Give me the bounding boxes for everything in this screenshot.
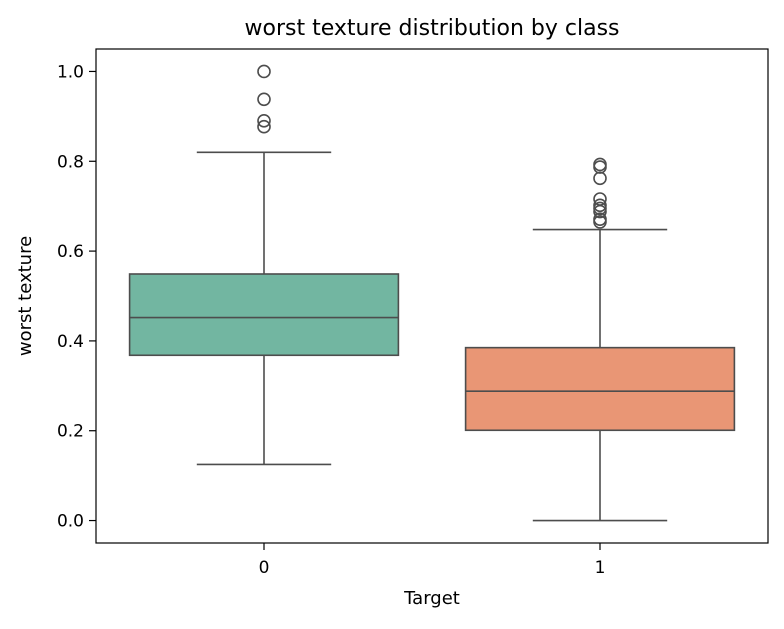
box-group-1 bbox=[464, 157, 736, 522]
outlier-point bbox=[593, 171, 607, 186]
y-axis-label: worst texture bbox=[15, 236, 36, 356]
x-tick-label: 1 bbox=[595, 558, 606, 578]
iqr-box bbox=[128, 273, 400, 357]
plot-frame bbox=[95, 48, 769, 544]
y-tick-label: 0.2 bbox=[57, 422, 84, 442]
iqr-box bbox=[464, 346, 736, 432]
y-tick-label: 1.0 bbox=[57, 62, 84, 82]
y-tick-label: 0.6 bbox=[57, 242, 84, 262]
outlier-point bbox=[257, 114, 271, 128]
y-tick-label: 0.8 bbox=[57, 152, 84, 172]
outlier-point bbox=[593, 157, 607, 172]
outlier-point bbox=[593, 212, 607, 227]
x-axis-label: Target bbox=[403, 588, 460, 609]
boxes-layer bbox=[128, 64, 736, 522]
outlier-point bbox=[593, 198, 607, 213]
outlier-point bbox=[257, 64, 271, 79]
chart-title: worst texture distribution by class bbox=[245, 16, 620, 41]
x-tick-label: 0 bbox=[259, 558, 270, 578]
y-tick-label: 0.0 bbox=[57, 512, 84, 532]
box-group-0 bbox=[128, 64, 400, 466]
outlier-point bbox=[257, 119, 271, 134]
outlier-point bbox=[257, 92, 271, 107]
y-axis: 0.0 0.2 0.4 0.6 0.8 1.0 bbox=[57, 62, 96, 532]
outlier-point bbox=[593, 192, 607, 206]
outlier-point bbox=[593, 160, 607, 174]
y-tick-label: 0.4 bbox=[57, 332, 84, 352]
